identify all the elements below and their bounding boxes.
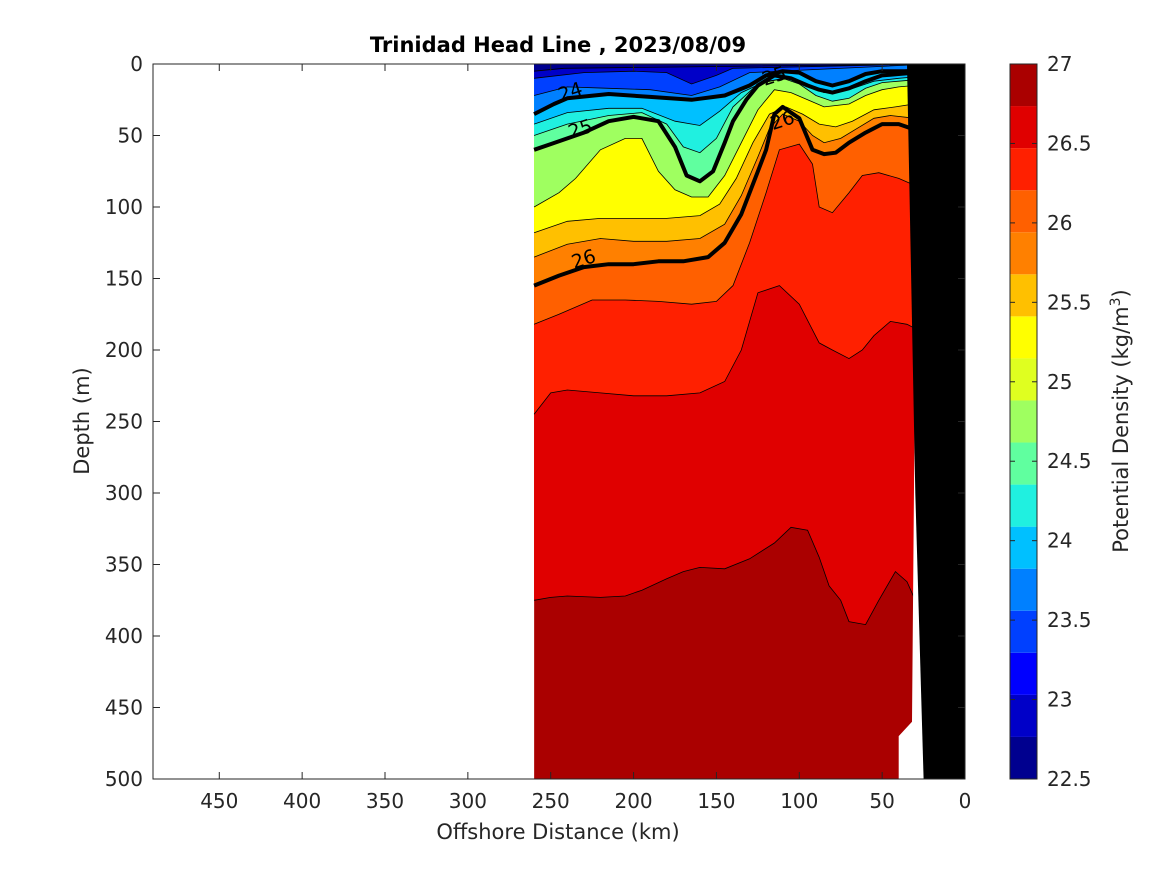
colorbar-label-sup: 3 [1108,297,1124,306]
y-tick-label: 200 [105,338,143,362]
x-tick-label: 250 [532,789,570,813]
x-tick-label: 300 [449,789,487,813]
x-tick-label: 400 [283,789,321,813]
bold-contour-26 [533,104,933,288]
y-tick-label: 250 [105,410,143,434]
y-tick-label: 450 [105,696,143,720]
contour-line [533,285,933,415]
colorbar-swatch [1010,484,1037,527]
y-tick-label: 100 [105,195,143,219]
colorbar-tick-label: 24 [1047,529,1072,553]
colorbar-tick-label: 23.5 [1047,608,1092,632]
colorbar-swatch [1010,568,1037,611]
bold-contours [533,66,933,288]
seafloor [907,64,965,779]
colorbar-swatch [1010,610,1037,653]
colorbar-tick-label: 24.5 [1047,449,1092,473]
y-tick-label: 50 [118,124,143,148]
x-tick-label: 100 [780,789,818,813]
colorbar-swatch [1010,64,1037,107]
density-layer [534,64,932,96]
colorbar-label: Potential Density (kg/m3) [1108,289,1133,553]
colorbar-swatch [1010,652,1037,695]
contour-line [534,64,932,85]
contour-line [533,143,933,325]
colorbar-label-main: Potential Density (kg/m [1109,306,1133,552]
colorbar-tick-label: 27 [1047,52,1072,76]
contour-line [533,64,932,96]
colorbar-tick-label: 26 [1047,211,1072,235]
chart-title: Trinidad Head Line , 2023/08/09 [370,33,746,57]
colorbar-tick-label: 23 [1047,688,1072,712]
y-tick-label: 350 [105,553,143,577]
colorbar-frame [1009,63,1038,780]
colorbar-swatch [1010,694,1037,737]
colorbar-tick-label: 26.5 [1047,131,1092,155]
colorbar-swatch [1010,190,1037,233]
y-tick-label: 300 [105,481,143,505]
colorbar-swatch [1010,736,1037,779]
bold-contour-25 [533,67,933,184]
y-tick-label: 150 [105,267,143,291]
contour-line [533,75,932,126]
x-tick-label: 200 [614,789,652,813]
x-tick-label: 450 [200,789,238,813]
contour-line [533,100,932,234]
colorbar-swatch [1010,274,1037,317]
bold-contour-24 [533,66,933,116]
y-tick-label: 400 [105,624,143,648]
y-axis: 0 50 100 150 200 250 300 350 400 450 500 [105,52,965,791]
x-axis: 450 400 350 300 250 200 150 100 50 0 [200,64,971,813]
contour-line [534,64,932,72]
data-mask [898,64,965,779]
colorbar-swatch [1010,526,1037,569]
x-tick-label: 150 [697,789,735,813]
y-axis-title: Depth (m) [70,367,94,474]
contour-line [533,113,932,258]
colorbar-swatch [1010,148,1037,191]
colorbar-swatch [1010,106,1037,149]
contour-line [534,526,916,626]
x-tick-label: 50 [869,789,894,813]
density-fill-layers [534,64,965,779]
colorbar-tick-label: 25.5 [1047,290,1092,314]
x-axis-title: Offshore Distance (km) [436,820,679,844]
colorbar-swatch [1010,232,1037,275]
colorbar: 22.5 23 23.5 24 24.5 25 25.5 26 26.5 27 [1009,52,1092,791]
y-tick-label: 500 [105,767,143,791]
colorbar-tick-label: 25 [1047,370,1072,394]
colorbar-swatch [1010,442,1037,485]
colorbar-tick-label: 22.5 [1047,767,1092,791]
colorbar-swatch [1010,316,1037,359]
contour-line [533,83,932,208]
x-tick-label: 350 [366,789,404,813]
y-tick-label: 0 [130,52,143,76]
colorbar-swatch [1010,400,1037,443]
x-tick-label: 0 [959,789,972,813]
colorbar-swatch [1010,358,1037,401]
colorbar-label-end: ) [1109,289,1133,297]
